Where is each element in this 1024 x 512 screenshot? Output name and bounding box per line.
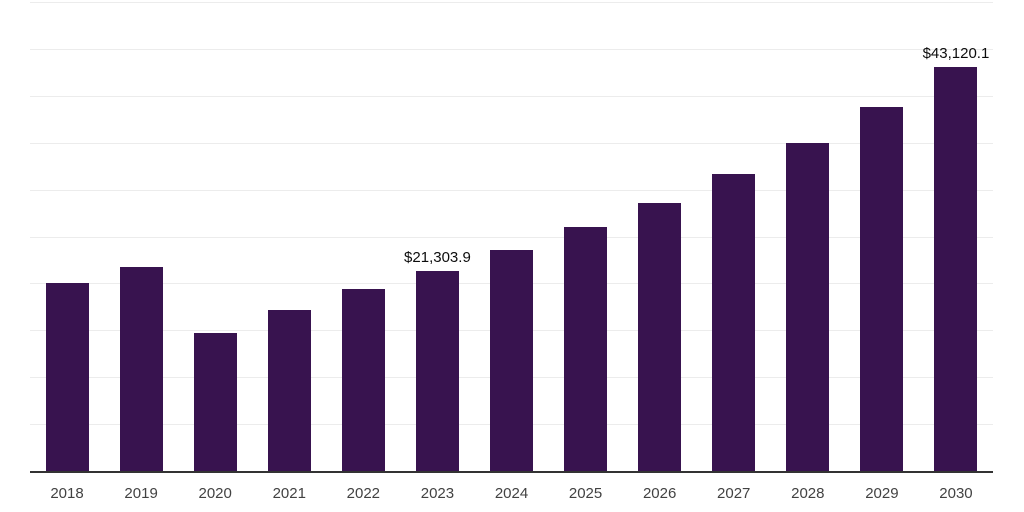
x-tick-label-2023: 2023 [420, 485, 455, 502]
data-label-2023: $21,303.9 [404, 249, 471, 267]
bar-2030 [934, 66, 978, 471]
gridline [30, 2, 993, 3]
gridline [30, 189, 993, 191]
x-tick-label-2024: 2024 [494, 485, 529, 502]
gridline [30, 142, 993, 144]
bar-2018 [45, 283, 89, 471]
bar-2026 [638, 202, 682, 471]
x-tick-label-2022: 2022 [346, 485, 381, 502]
bar-2027 [712, 173, 756, 471]
x-tick-label-2021: 2021 [272, 485, 306, 502]
bar-2020 [193, 333, 237, 471]
x-tick-label-2029: 2029 [865, 485, 899, 502]
x-tick-label-2025: 2025 [568, 485, 603, 502]
gridline [30, 236, 993, 238]
bar-2023 [415, 271, 459, 471]
bar-2022 [341, 289, 385, 471]
bar-2019 [119, 267, 163, 471]
bar-2025 [564, 227, 608, 471]
x-tick-label-2030: 2030 [939, 485, 973, 502]
x-tick-label-2028: 2028 [791, 485, 825, 502]
x-tick-label-2020: 2020 [198, 485, 232, 502]
x-axis-line [30, 471, 993, 473]
bar-2029 [860, 107, 904, 471]
x-axis-labels: 2018 2019 2020 2021 2022 2023 2024 2025 2026 2027… [30, 485, 993, 505]
x-tick-label-2019: 2019 [124, 485, 158, 502]
x-tick-label-2026: 2026 [642, 485, 677, 502]
gridline [30, 48, 993, 50]
data-label-2030: $43,120.1 [922, 44, 990, 62]
bar-2024 [490, 249, 533, 471]
bar-2028 [786, 142, 830, 471]
x-tick-label-2018: 2018 [50, 485, 84, 502]
bar-2021 [267, 309, 311, 471]
x-tick-label-2027: 2027 [717, 485, 751, 502]
gridline [30, 95, 993, 97]
plot-area: $21,303.9 $43,120.1 [30, 2, 993, 471]
